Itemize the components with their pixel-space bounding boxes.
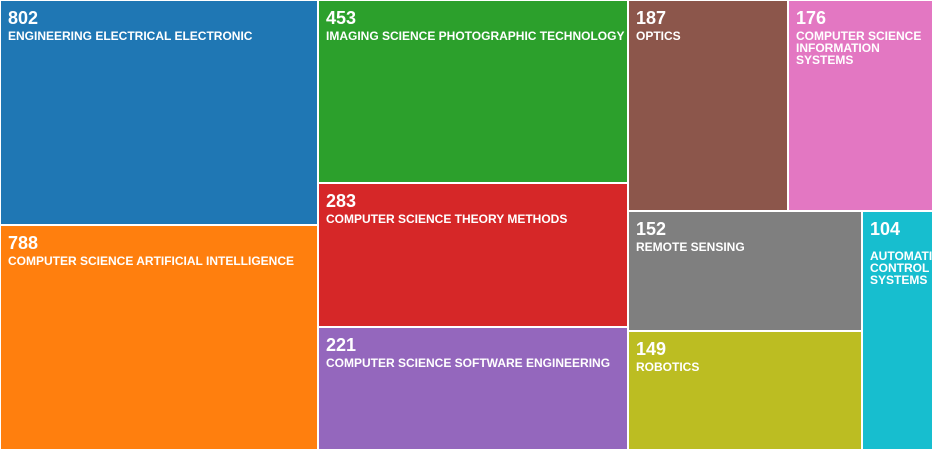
treemap-cell: 283 COMPUTER SCIENCE THEORY METHODS	[319, 184, 627, 326]
treemap-cell: 104 AUTOMATION CONTROL SYSTEMS	[863, 212, 932, 449]
treemap-cell-label: COMPUTER SCIENCE ARTIFICIAL INTELLIGENCE	[8, 254, 295, 268]
treemap-cell-value: 453	[326, 8, 357, 28]
treemap-cell-value: 152	[636, 219, 667, 239]
treemap-cell-label: IMAGING SCIENCE PHOTOGRAPHIC TECHNOLOGY	[326, 29, 625, 43]
treemap-cell-label: COMPUTER SCIENCE SOFTWARE ENGINEERING	[326, 356, 611, 370]
treemap-cell: 453 IMAGING SCIENCE PHOTOGRAPHIC TECHNOLO…	[319, 1, 627, 182]
treemap-cell-value: 176	[796, 8, 827, 28]
treemap-cell-label: AUTOMATION CONTROL SYSTEMS	[870, 249, 932, 287]
treemap-cell: 788 COMPUTER SCIENCE ARTIFICIAL INTELLIGE…	[1, 226, 317, 449]
treemap-cell: 187 OPTICS	[629, 1, 787, 210]
treemap-cell-label: OPTICS	[636, 29, 681, 43]
treemap-cell-value: 802	[8, 8, 39, 28]
treemap-cell-value: 283	[326, 191, 357, 211]
treemap-cell: 152 REMOTE SENSING	[629, 212, 861, 330]
treemap-cell: 149 ROBOTICS	[629, 332, 861, 449]
treemap-cell: 802 ENGINEERING ELECTRICAL ELECTRONIC	[1, 1, 317, 224]
treemap-cell-value: 149	[636, 339, 667, 359]
treemap-cell-label: REMOTE SENSING	[636, 240, 745, 254]
treemap-cell-value: 788	[8, 233, 39, 253]
treemap-cell-value: 104	[870, 219, 901, 239]
treemap-cell-value: 187	[636, 8, 667, 28]
treemap-cell-label: COMPUTER SCIENCE INFORMATION SYSTEMS	[796, 29, 922, 67]
treemap-cell: 176 COMPUTER SCIENCE INFORMATION SYSTEMS	[789, 1, 932, 210]
treemap-cell: 221 COMPUTER SCIENCE SOFTWARE ENGINEERING	[319, 328, 627, 449]
treemap-cell-label: ENGINEERING ELECTRICAL ELECTRONIC	[8, 29, 253, 43]
treemap-cell-value: 221	[326, 335, 357, 355]
treemap-cell-label: COMPUTER SCIENCE THEORY METHODS	[326, 212, 568, 226]
treemap-cell-label: ROBOTICS	[636, 360, 700, 374]
